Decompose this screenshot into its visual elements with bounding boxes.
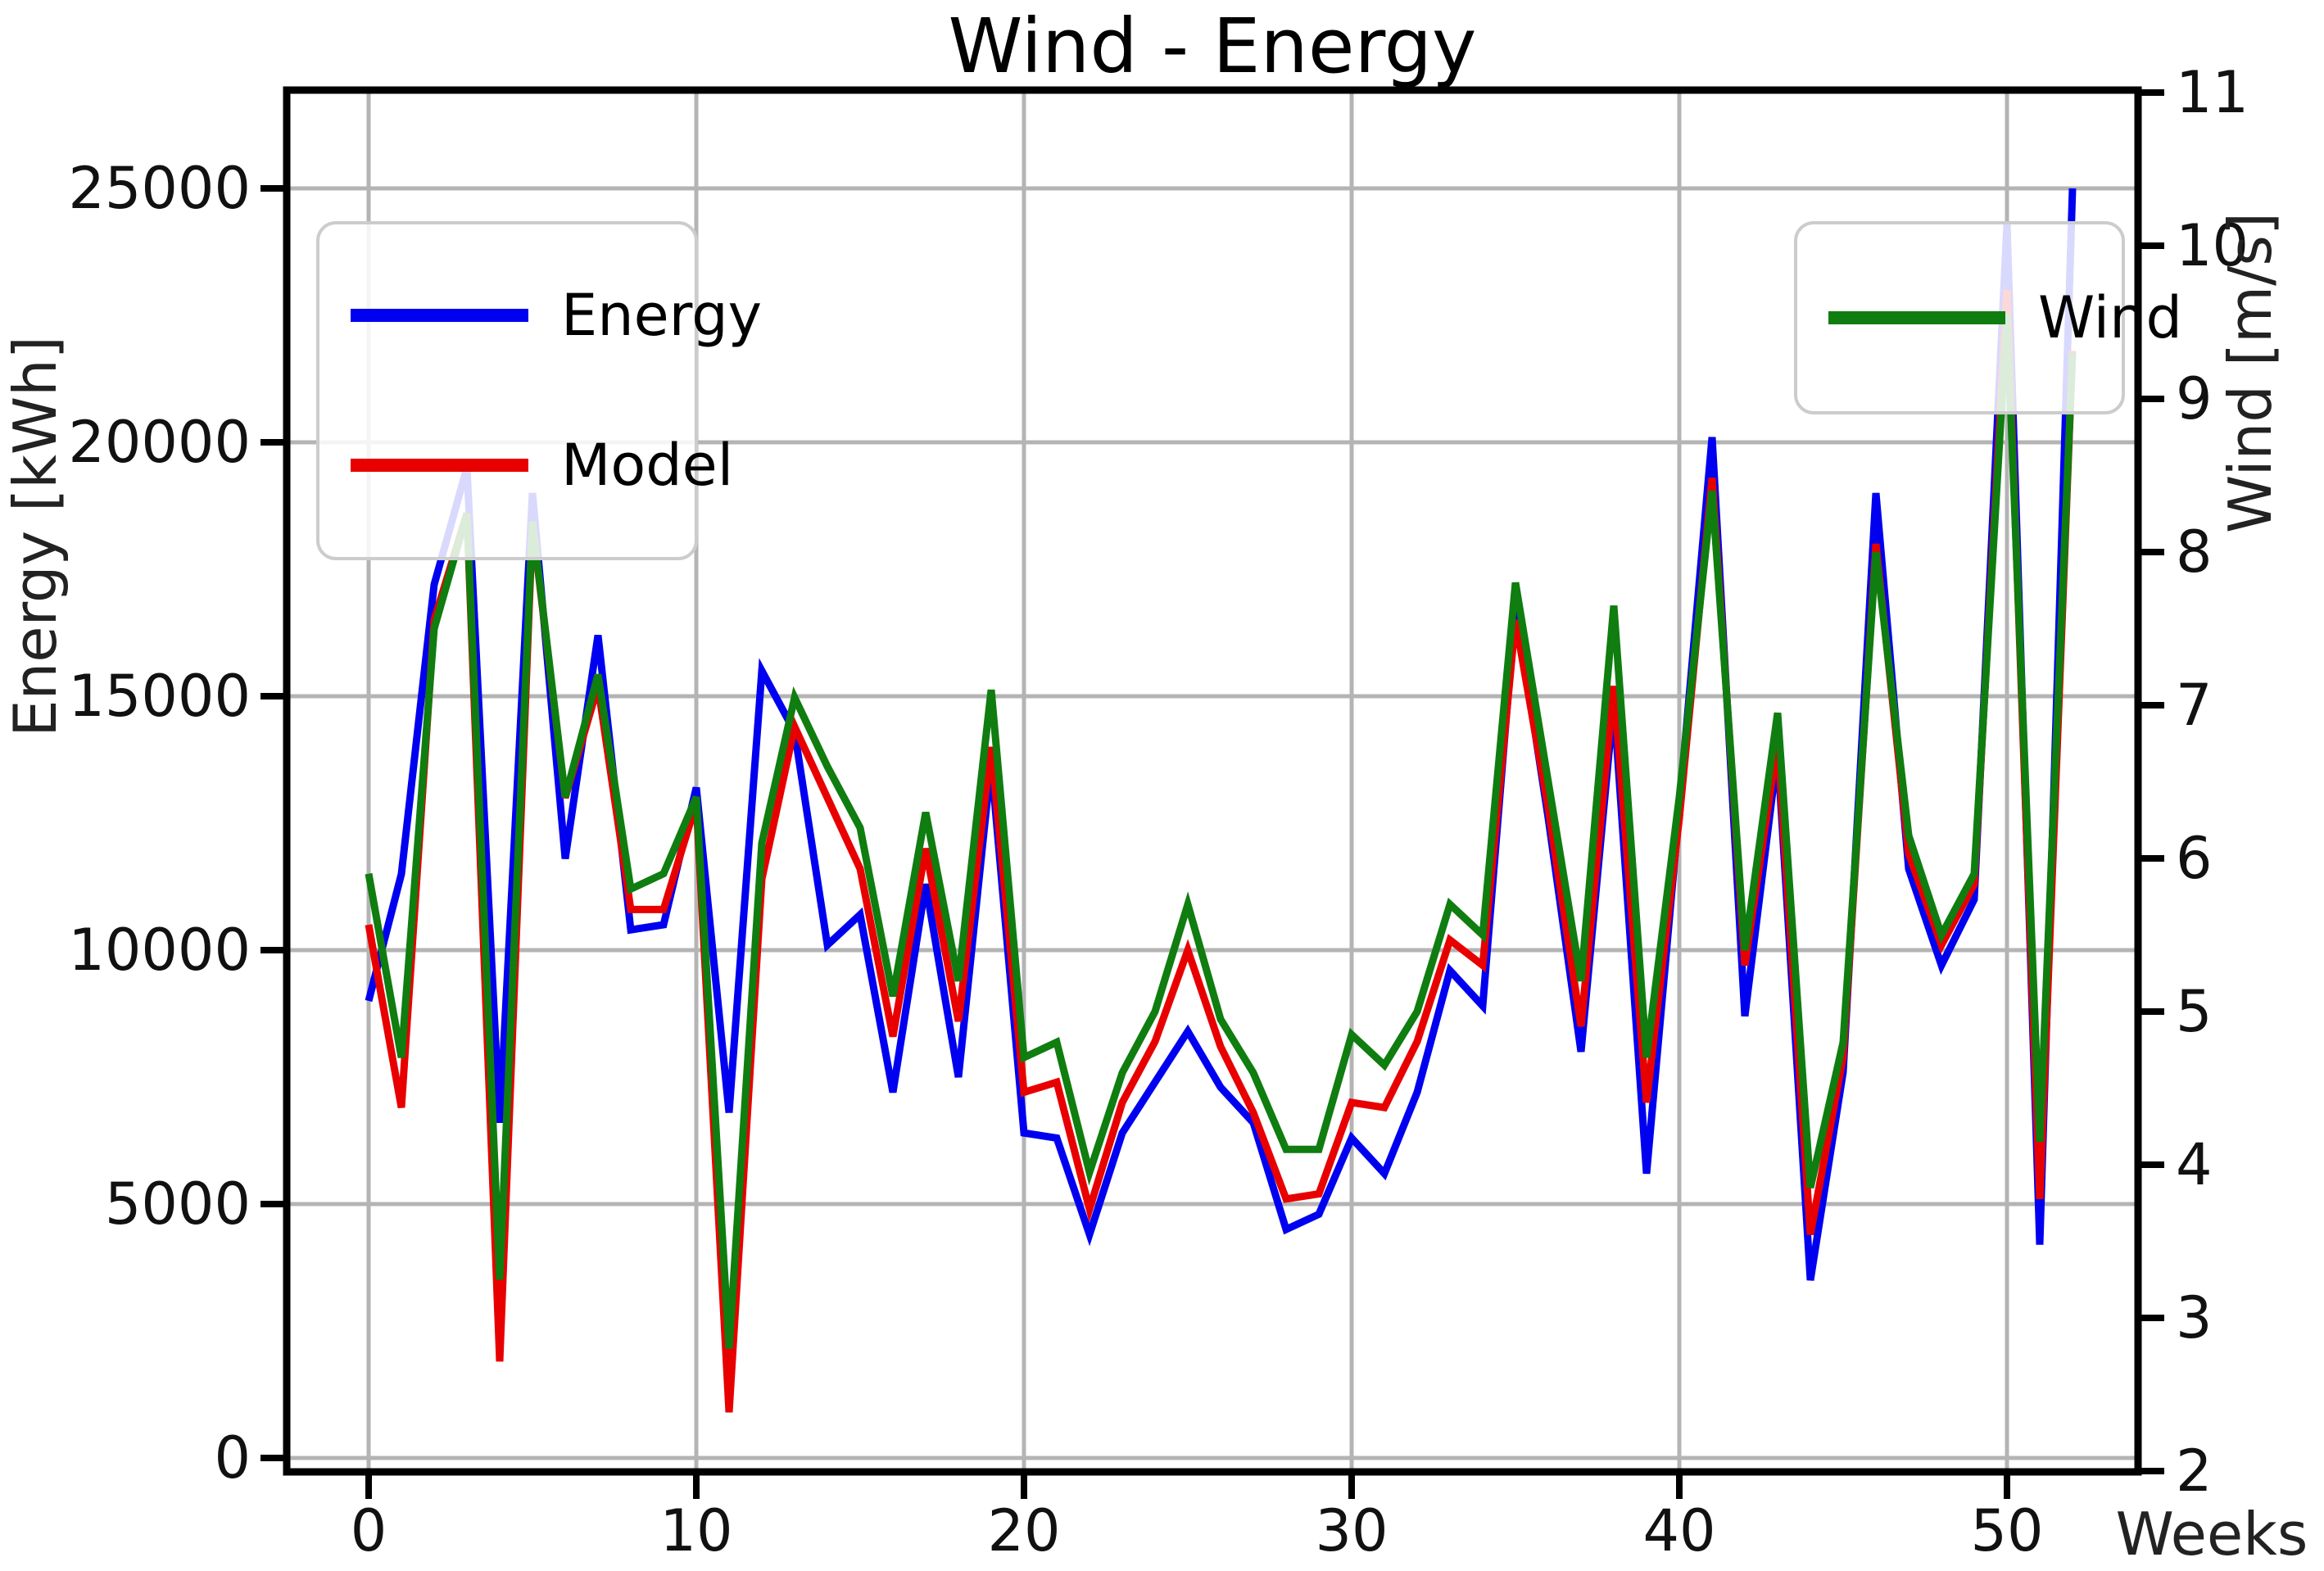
legend-model-label: Model	[561, 432, 733, 499]
legend-left: Energy Model	[316, 221, 762, 560]
y-left-tick-label: 10000	[68, 917, 251, 984]
x-tick-label: 10	[659, 1497, 732, 1564]
y-right-tick-label: 4	[2176, 1131, 2213, 1198]
y-left-tick-label: 20000	[68, 409, 251, 476]
y-right-tick-label: 11	[2176, 59, 2249, 126]
legend-left-box	[316, 221, 698, 560]
x-tick-label: 0	[351, 1497, 387, 1564]
y-right-tick-label: 7	[2176, 672, 2213, 739]
legend-wind-label: Wind	[2038, 284, 2182, 351]
axes-frame	[283, 86, 2142, 1476]
x-tick-label: 20	[987, 1497, 1060, 1564]
legend-energy-label: Energy	[561, 282, 762, 349]
x-tick-label: 50	[1970, 1497, 2043, 1564]
legend-right: Wind	[1794, 221, 2182, 414]
x-tick-label: 40	[1642, 1497, 1715, 1564]
y-axis-label-left: Energy [kWh]	[1, 336, 70, 737]
y-right-tick-label: 2	[2176, 1437, 2213, 1505]
y-left-tick-label: 25000	[68, 155, 251, 222]
series-line-wind	[365, 314, 2077, 1349]
y-right-tick-label: 6	[2176, 825, 2213, 892]
y-left-tick-label: 0	[214, 1424, 251, 1492]
y-right-tick-label: 9	[2176, 365, 2213, 432]
y-left-tick-label: 15000	[68, 663, 251, 730]
y-right-tick-label: 8	[2176, 518, 2213, 586]
x-tick-label: 30	[1315, 1497, 1388, 1564]
y-right-tick-label: 10	[2176, 212, 2249, 279]
y-axis-label-right: Wind [m/s]	[2216, 212, 2285, 533]
y-left-tick-label: 5000	[105, 1170, 251, 1238]
chart-title: Wind - Energy	[949, 2, 1477, 90]
y-right-tick-label: 3	[2176, 1284, 2213, 1351]
y-right-tick-label: 5	[2176, 978, 2213, 1045]
x-axis-label: Weeks	[2116, 1500, 2308, 1569]
